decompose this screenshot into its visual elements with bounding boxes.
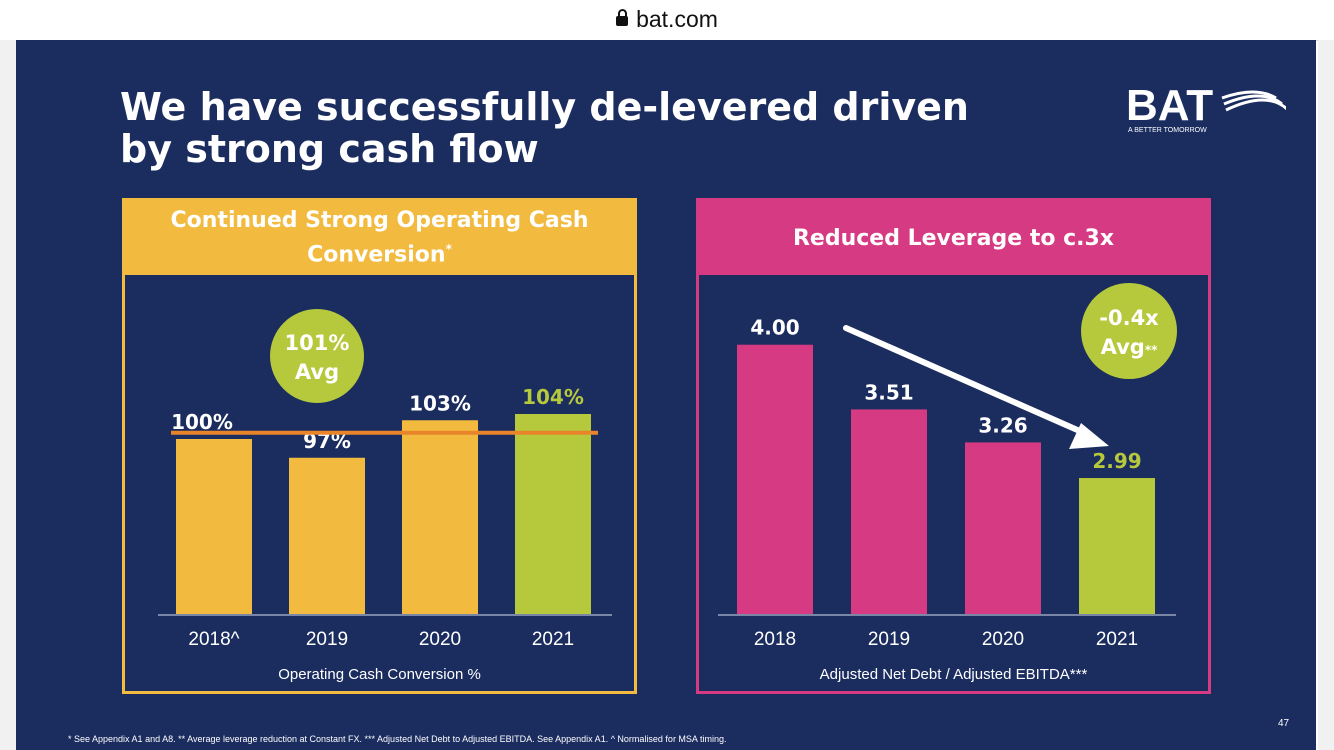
tick-label-2018^: 2018^: [188, 629, 239, 650]
bar-2018: [737, 344, 813, 614]
leverage-badge: [1081, 283, 1177, 379]
tick-label-2020: 2020: [419, 629, 461, 650]
tick-label-2018: 2018: [754, 629, 796, 650]
value-label-2020: 3.26: [978, 413, 1027, 437]
tick-label-2019: 2019: [868, 629, 910, 650]
logo-tagline: A BETTER TOMORROW: [1128, 127, 1207, 134]
tick-label-2021: 2021: [532, 629, 574, 650]
bar-2020: [402, 420, 478, 614]
leverage-badge-value: -0.4x: [1099, 306, 1159, 330]
cash-conversion-caption: Operating Cash Conversion %: [278, 666, 481, 683]
title-footnote-mark: *: [445, 242, 452, 257]
value-label-2019: 3.51: [864, 380, 913, 404]
cash-conversion-header: Continued Strong Operating Cash Conversi…: [125, 201, 634, 275]
value-label-2018^: 100%: [171, 410, 233, 434]
leverage-caption: Adjusted Net Debt / Adjusted EBITDA***: [819, 666, 1088, 683]
cash-conversion-title: Continued Strong Operating Cash Conversi…: [170, 208, 589, 268]
footnote: * See Appendix A1 and A8. ** Average lev…: [68, 734, 727, 744]
slide-title: We have successfully de-levered driven b…: [120, 85, 969, 171]
average-badge: [270, 309, 364, 403]
lock-icon: [616, 9, 629, 26]
logo-text: BAT: [1126, 81, 1213, 130]
bar-2021: [1079, 478, 1155, 614]
tick-label-2020: 2020: [982, 629, 1024, 650]
bar-2021: [515, 414, 591, 614]
leverage-panel: Reduced Leverage to c.3x 4.00 2018 3.51 201…: [696, 198, 1211, 694]
value-label-2021: 2.99: [1092, 449, 1141, 473]
leverage-badge-mark: **: [1145, 343, 1158, 357]
leverage-badge-label: Avg**: [1101, 335, 1159, 359]
badge-label: Avg: [295, 360, 339, 384]
left-margin: [0, 40, 16, 750]
bat-logo: BAT A BETTER TOMORROW: [1126, 68, 1290, 138]
leverage-title: Reduced Leverage to c.3x: [792, 225, 1115, 251]
url-display[interactable]: bat.com: [0, 6, 1334, 33]
page-number: 47: [1278, 718, 1290, 729]
bar-2018^: [176, 439, 252, 614]
trend-arrow: [843, 325, 1094, 439]
browser-address-bar: bat.com: [0, 0, 1334, 41]
leverage-header: Reduced Leverage to c.3x: [699, 201, 1208, 275]
bar-2019: [851, 409, 927, 614]
cash-conversion-panel: Continued Strong Operating Cash Conversi…: [122, 198, 637, 694]
bar-2019: [289, 457, 365, 614]
tick-label-2019: 2019: [306, 629, 348, 650]
value-label-2018: 4.00: [750, 316, 799, 340]
bar-2020: [965, 442, 1041, 614]
slide: We have successfully de-levered driven b…: [16, 40, 1316, 750]
right-margin: [1318, 40, 1334, 750]
badge-value: 101%: [285, 331, 350, 355]
url-text: bat.com: [636, 6, 718, 32]
leverage-chart: 4.00 2018 3.51 2019 3.26 2020 2.99 2021 -0.4x Avg…: [718, 283, 1177, 650]
value-label-2020: 103%: [409, 391, 471, 415]
value-label-2021: 104%: [522, 385, 584, 409]
trend-arrow-head: [1069, 423, 1109, 449]
tick-label-2021: 2021: [1096, 629, 1138, 650]
